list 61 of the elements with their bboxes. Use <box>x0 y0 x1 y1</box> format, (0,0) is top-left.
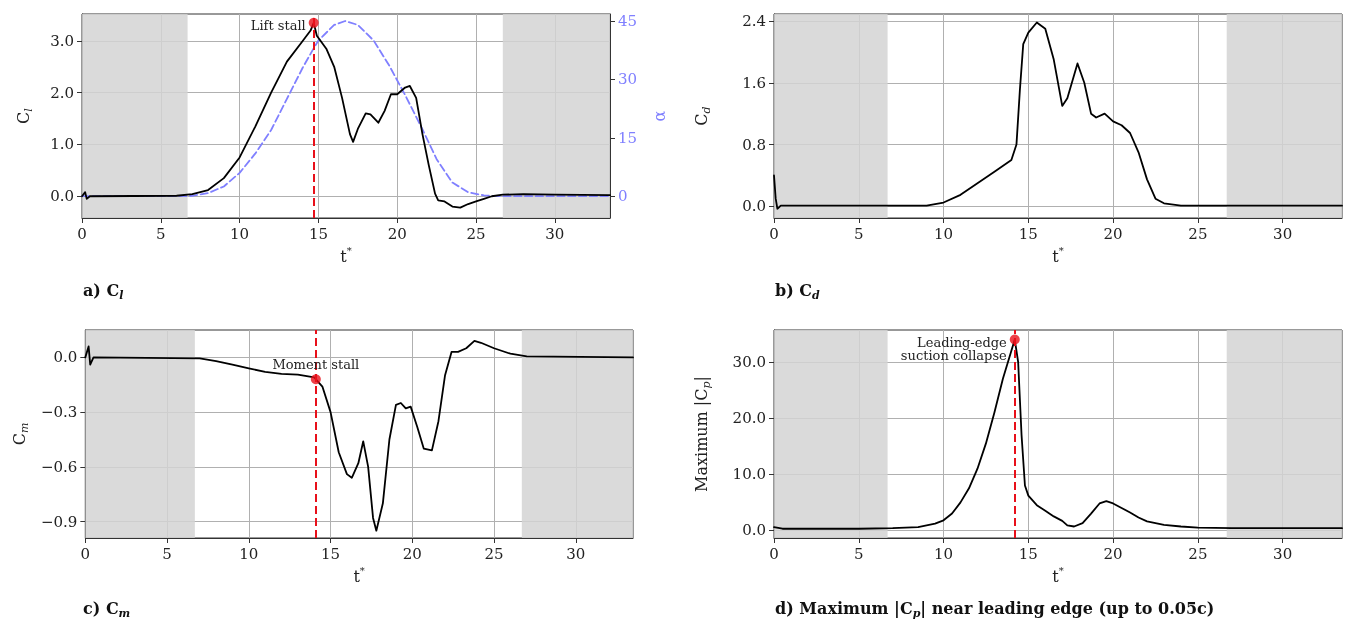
y2-tick-label: 15 <box>618 128 638 147</box>
annotation: Lift stall <box>250 17 306 33</box>
x-tick-label: 10 <box>239 544 259 563</box>
x-tick-label: 30 <box>566 544 586 563</box>
x-axis-title: t* <box>1052 565 1064 587</box>
x-tick-label: 15 <box>1018 544 1038 563</box>
x-tick-label: 15 <box>1018 224 1038 243</box>
y-tick-label: 20.0 <box>732 409 766 428</box>
y-axis-title: Maximum |Cp| <box>691 376 713 492</box>
x-tick-label: 10 <box>230 224 250 243</box>
y-tick-label: −0.6 <box>40 457 78 476</box>
x-tick-label: 25 <box>1188 544 1208 563</box>
x-tick-label: 5 <box>162 544 172 563</box>
y-tick-label: 30.0 <box>732 353 766 371</box>
x-tick-label: 0 <box>769 544 779 563</box>
annotation: Leading-edge suction collapse <box>896 334 1008 363</box>
x-tick-label: 0 <box>769 224 779 243</box>
y-tick-label: 0.8 <box>742 135 766 154</box>
x-tick-label: 30 <box>1273 224 1293 243</box>
y2-tick-label: 45 <box>618 12 638 31</box>
x-tick-label: 20 <box>402 544 422 563</box>
y-tick-label: 2.0 <box>50 83 74 102</box>
y-tick-label: 0.0 <box>742 521 766 540</box>
y-tick-label: 3.0 <box>50 31 74 50</box>
x-tick-label: 20 <box>1103 544 1123 563</box>
y-tick-label: 1.6 <box>742 73 766 92</box>
x-tick-label: 15 <box>308 224 328 243</box>
y-tick-label: 0.0 <box>742 197 766 216</box>
x-tick-label: 5 <box>854 224 864 243</box>
y2-tick-label: 0 <box>618 187 628 206</box>
y2-tick-label: 30 <box>618 70 638 89</box>
y2-axis-title: α <box>649 110 669 122</box>
x-tick-label: 25 <box>466 224 486 243</box>
x-tick-label: 30 <box>1273 544 1293 563</box>
y-tick-label: 1.0 <box>50 135 74 154</box>
y-tick-label: 0.0 <box>50 187 74 206</box>
x-tick-label: 30 <box>545 224 565 243</box>
y-tick-label: 10.0 <box>732 465 766 484</box>
y-axis-title: Cd <box>691 106 713 126</box>
y-tick-label: 0.0 <box>53 348 78 367</box>
y-tick-label: −0.3 <box>40 403 78 422</box>
x-tick-label: 25 <box>484 544 504 563</box>
line-series <box>773 21 1343 210</box>
x-tick-label: 25 <box>1188 224 1208 243</box>
x-tick-label: 5 <box>156 224 166 243</box>
x-axis-title: t* <box>353 565 365 587</box>
x-tick-label: 20 <box>1103 224 1123 243</box>
x-tick-label: 0 <box>77 224 87 243</box>
y-axis-title: Cl <box>13 107 35 124</box>
x-tick-label: 10 <box>934 224 954 243</box>
y-axis-title: Cm <box>9 422 31 446</box>
x-tick-label: 10 <box>934 544 954 563</box>
x-tick-label: 15 <box>321 544 341 563</box>
y-tick-label: −0.9 <box>40 512 78 531</box>
x-tick-label: 20 <box>387 224 407 243</box>
x-axis-title: t* <box>340 245 352 267</box>
x-tick-label: 0 <box>80 544 91 563</box>
line-series <box>84 340 634 532</box>
x-tick-label: 5 <box>854 544 864 563</box>
x-axis-title: t* <box>1052 245 1064 267</box>
y-tick-label: 2.4 <box>742 11 766 30</box>
